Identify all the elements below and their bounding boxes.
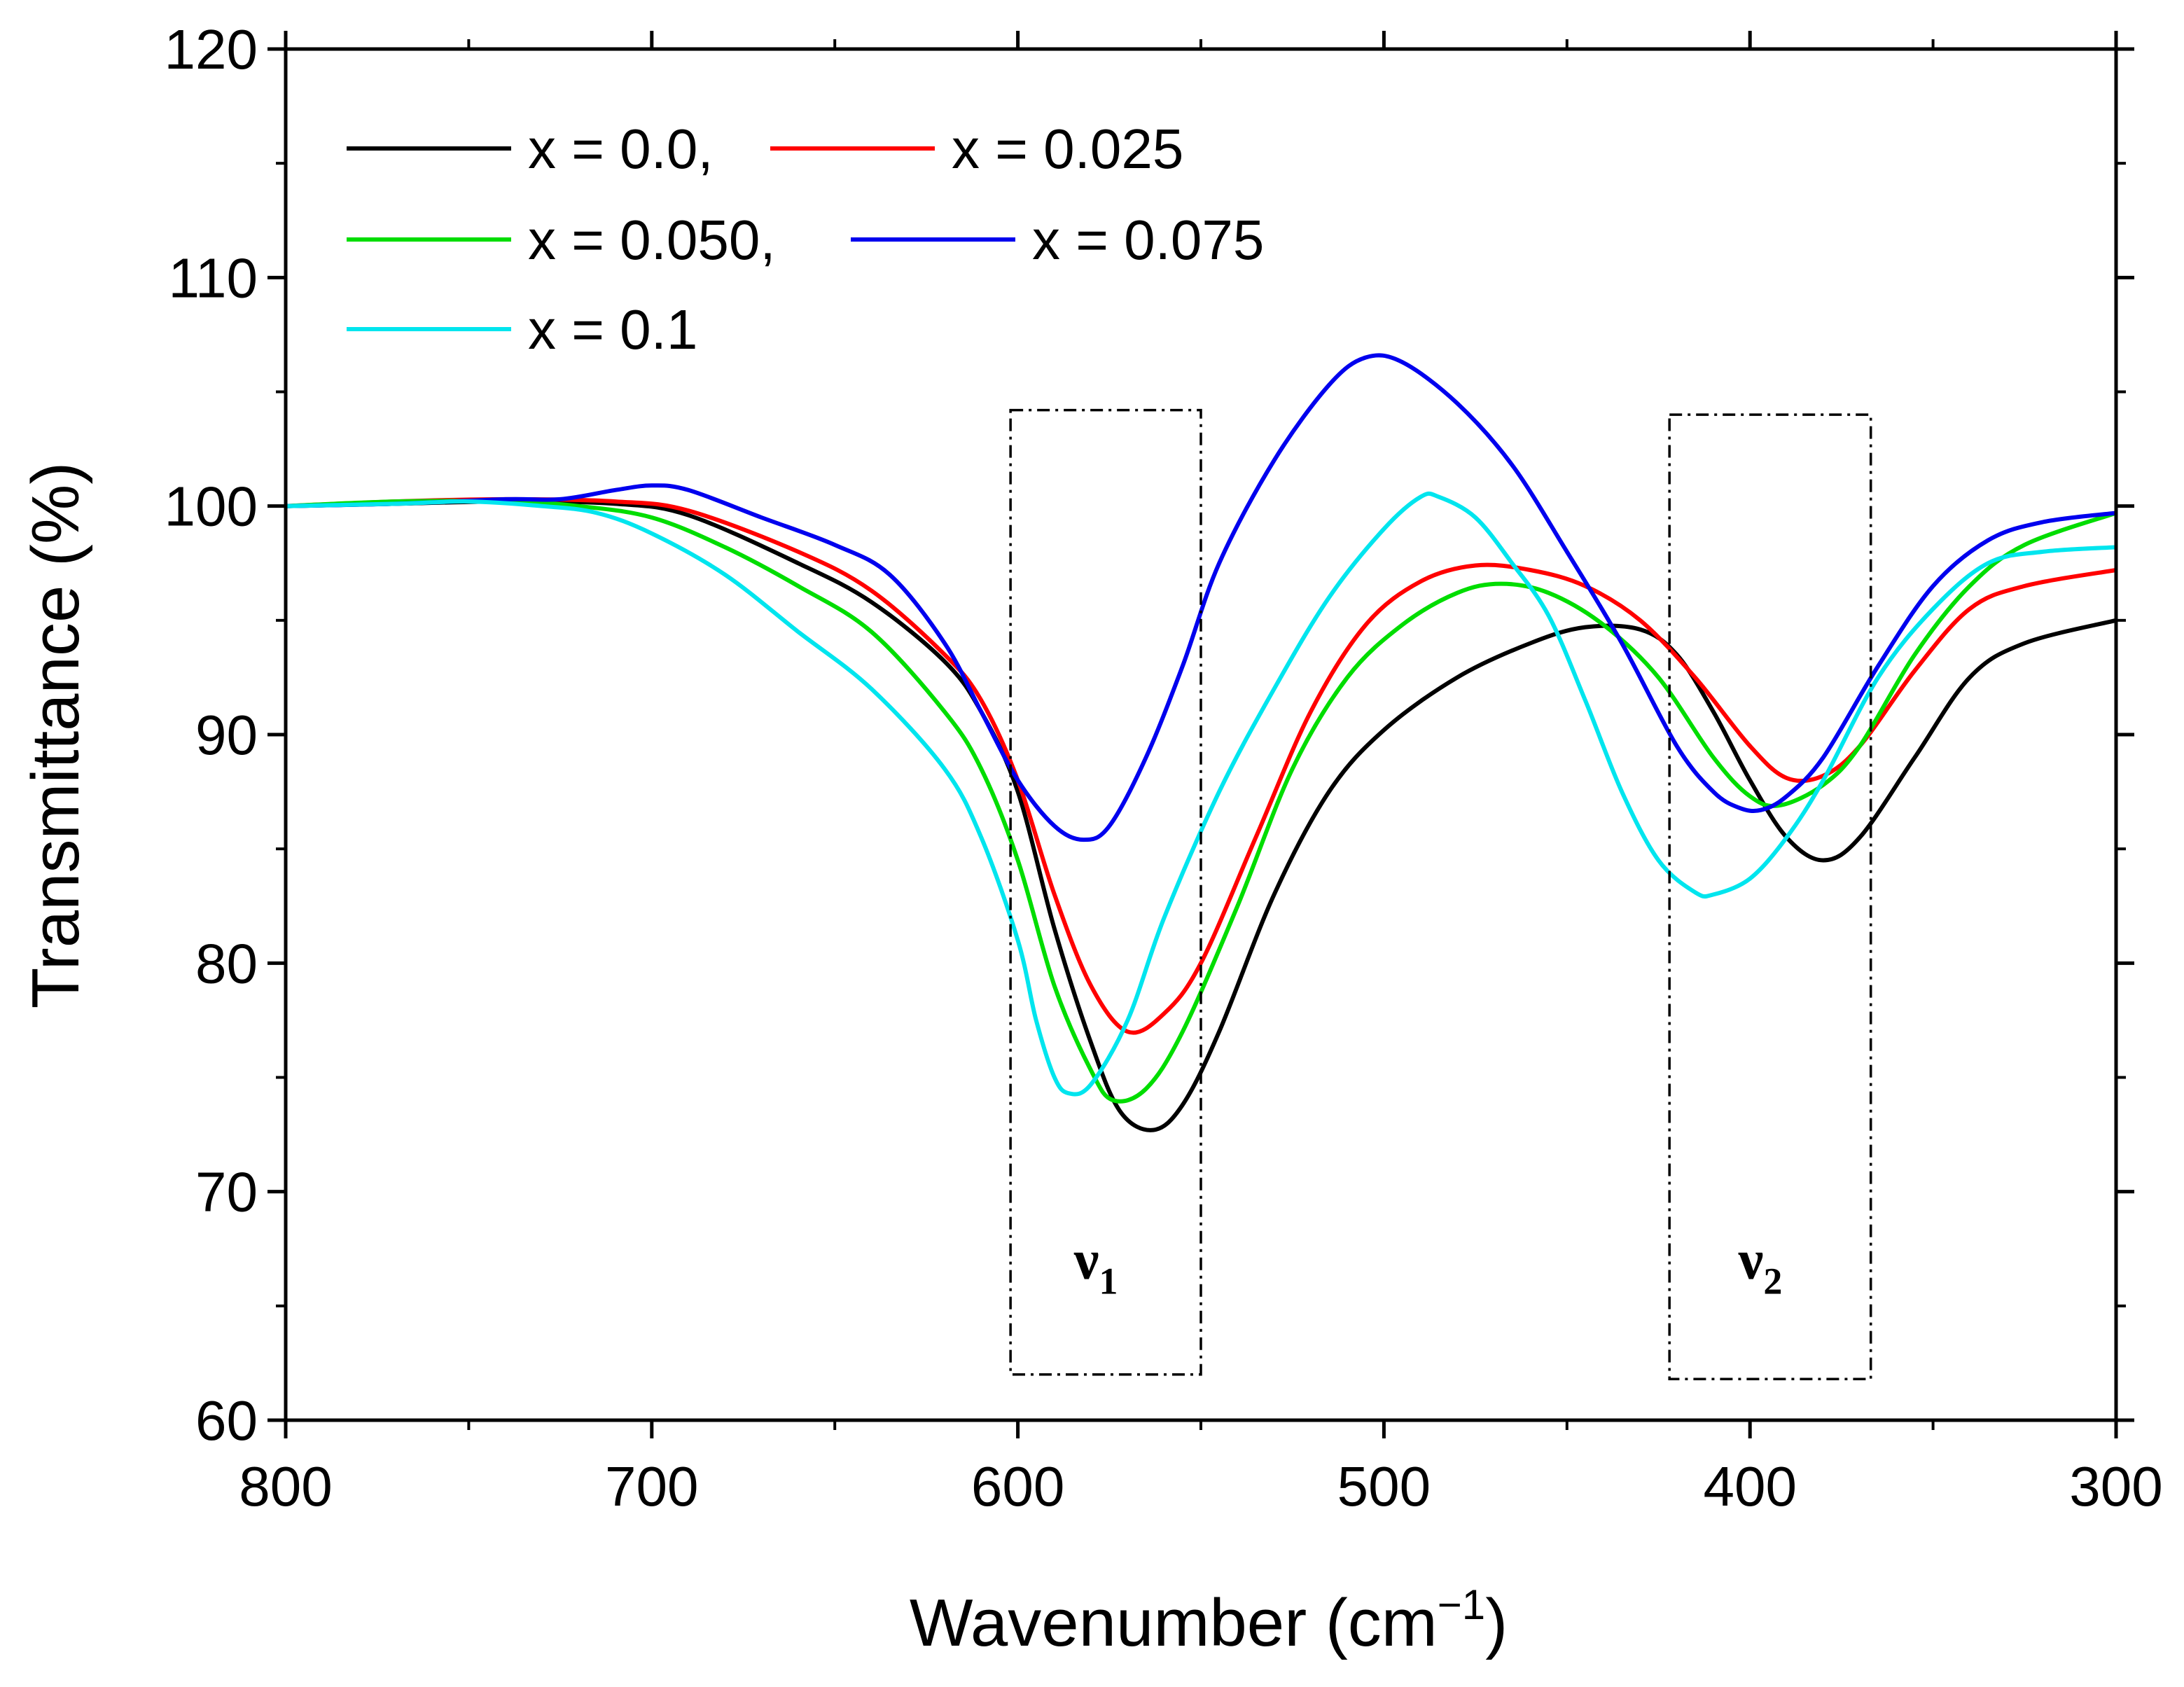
- y-tick-label-90: 90: [195, 704, 258, 766]
- legend-label-3: x = 0.075: [1032, 209, 1264, 271]
- x-tick-label-400: 400: [1703, 1455, 1796, 1518]
- y-tick-label-100: 100: [165, 475, 258, 538]
- y-tick-label-80: 80: [195, 932, 258, 994]
- x-tick-label-600: 600: [971, 1455, 1064, 1518]
- x-axis-label-superscript: −1: [1438, 1581, 1485, 1628]
- x-tick-label-700: 700: [605, 1455, 698, 1518]
- band-annotations: ν1 ν2: [1009, 408, 1872, 1381]
- y-tick-label-120: 120: [165, 18, 258, 81]
- series-line-2: [285, 499, 2117, 1104]
- axis-ticks: 800 700 600 500 400 300 60 70 80 90 100 110 120: [165, 18, 2163, 1518]
- y-axis-label: Transmittance (%): [18, 462, 93, 1009]
- x-axis-label: Wavenumber (cm−1): [910, 1581, 1508, 1660]
- legend: x = 0.0, x = 0.025 x = 0.050, x = 0.075 x = …: [347, 118, 1264, 361]
- series-line-3: [285, 353, 2117, 842]
- series-line-4: [285, 491, 2117, 1097]
- legend-label-0: x = 0.0,: [528, 118, 714, 180]
- series-layer: [285, 353, 2117, 1132]
- y-tick-label-110: 110: [168, 247, 258, 309]
- y-tick-label-60: 60: [195, 1389, 258, 1452]
- series-line-0: [285, 499, 2117, 1132]
- x-tick-label-800: 800: [239, 1455, 332, 1518]
- legend-label-4: x = 0.1: [528, 298, 697, 361]
- band-label-1: ν2: [1738, 1230, 1783, 1303]
- legend-label-1: x = 0.025: [952, 118, 1183, 180]
- y-tick-label-70: 70: [195, 1161, 258, 1223]
- x-tick-label-500: 500: [1337, 1455, 1431, 1518]
- band-box-0: [1009, 408, 1202, 1376]
- band-label-subscript-1: 2: [1763, 1261, 1782, 1303]
- x-tick-label-300: 300: [2069, 1455, 2162, 1518]
- legend-label-2: x = 0.050,: [528, 209, 776, 271]
- band-label-subscript-0: 1: [1099, 1261, 1118, 1303]
- band-box-1: [1668, 413, 1872, 1381]
- series-line-1: [285, 497, 2117, 1035]
- band-label-0: ν1: [1073, 1230, 1118, 1303]
